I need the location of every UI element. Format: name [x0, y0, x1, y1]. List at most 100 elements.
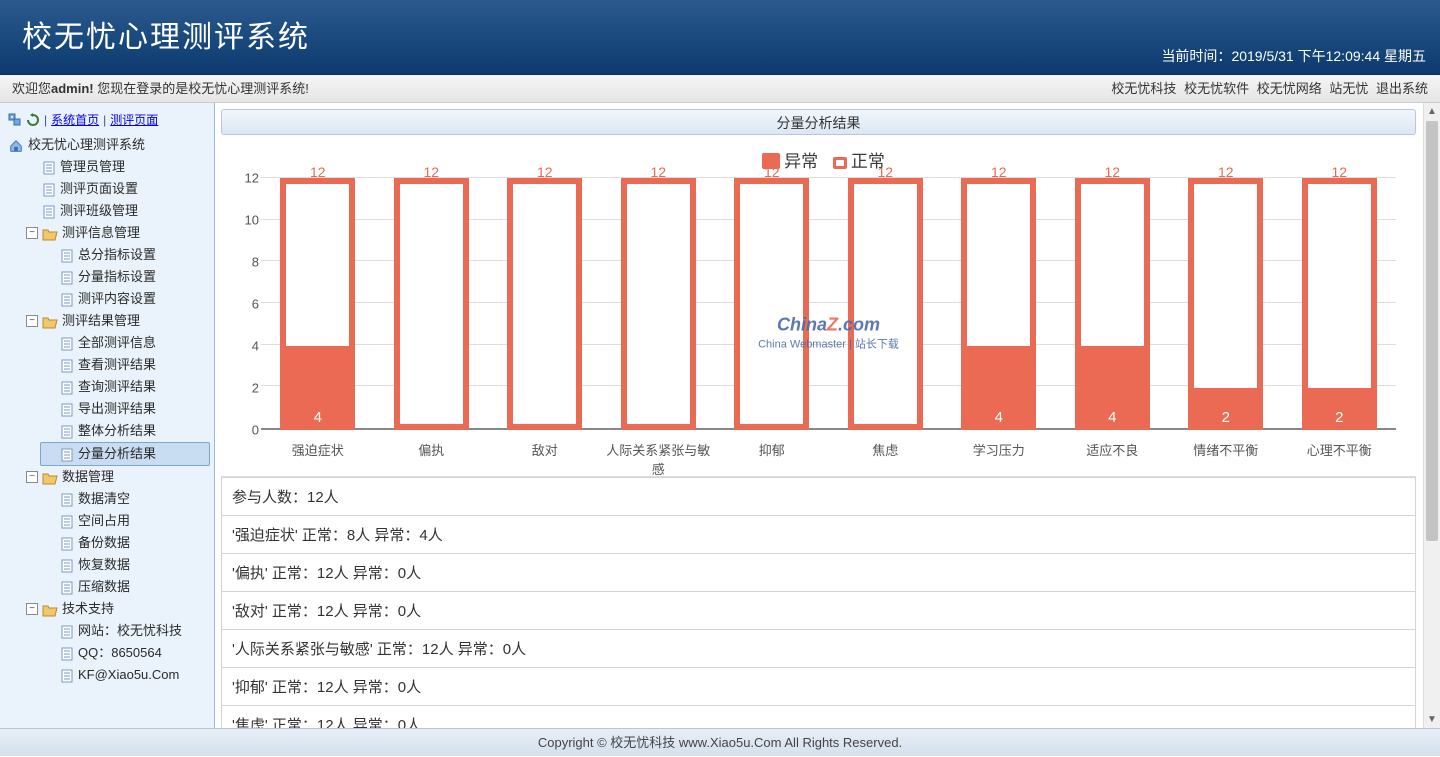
x-axis-label: 心理不平衡 [1283, 434, 1397, 458]
bar-total-label: 12 [400, 164, 463, 180]
subbar-link-3[interactable]: 站无忧 [1329, 81, 1368, 96]
tree-item[interactable]: 压缩数据 [40, 576, 210, 598]
link-system-home[interactable]: 系统首页 [51, 111, 99, 128]
tree-item[interactable]: 空间占用 [40, 510, 210, 532]
tree-root-node[interactable]: 校无忧心理测评系统 [4, 134, 210, 156]
page-icon [60, 380, 74, 394]
tree-item[interactable]: 测评班级管理 [22, 200, 210, 222]
tree-item[interactable]: 查询测评结果 [40, 376, 210, 398]
bar-total-label: 12 [740, 164, 803, 180]
tree-item[interactable]: 测评页面设置 [22, 178, 210, 200]
bar-slot: 122 [1169, 178, 1283, 430]
tree-folder[interactable]: −数据管理 [22, 466, 210, 488]
expander-icon[interactable]: − [26, 471, 38, 483]
bar-abnormal[interactable]: 2 [1302, 388, 1377, 430]
page-icon [60, 668, 74, 682]
main-content: 分量分析结果 异常 正常 024681012 12412121212121241… [215, 103, 1440, 728]
x-axis-label: 人际关系紧张与敏感 [602, 434, 716, 458]
refresh-icon[interactable] [26, 113, 40, 127]
bar-total[interactable]: 12 [507, 178, 582, 430]
page-icon [60, 358, 74, 372]
tree-folder[interactable]: −测评信息管理 [22, 222, 210, 244]
subbar-link-4[interactable]: 退出系统 [1376, 81, 1428, 96]
tree-item[interactable]: 查看测评结果 [40, 354, 210, 376]
tree-item[interactable]: 数据清空 [40, 488, 210, 510]
tree-item[interactable]: 分量分析结果 [40, 442, 210, 466]
tree-folder[interactable]: −测评结果管理 [22, 310, 210, 332]
x-axis-label: 强迫症状 [261, 434, 375, 458]
result-row: '强迫症状' 正常：8人 异常：4人 [221, 516, 1416, 554]
expander-icon[interactable]: − [26, 315, 38, 327]
bar-slot: 124 [261, 178, 375, 430]
result-row: '焦虑' 正常：12人 异常：0人 [221, 706, 1416, 728]
tree-folder[interactable]: −技术支持 [22, 598, 210, 620]
bar-total[interactable]: 12 [394, 178, 469, 430]
bar-slot: 12 [829, 178, 943, 430]
tree-item[interactable]: 备份数据 [40, 532, 210, 554]
y-tick-label: 2 [252, 381, 259, 396]
bar-total-label: 12 [1081, 164, 1144, 180]
expand-all-icon[interactable] [8, 113, 22, 127]
tree-item[interactable]: 整体分析结果 [40, 420, 210, 442]
subbar-link-1[interactable]: 校无忧软件 [1184, 81, 1249, 96]
tree-item[interactable]: 总分指标设置 [40, 244, 210, 266]
bar-slot: 124 [942, 178, 1056, 430]
bar-total-label: 12 [967, 164, 1030, 180]
page-icon [60, 402, 74, 416]
bar-total-label: 12 [1194, 164, 1257, 180]
tree-item[interactable]: 恢复数据 [40, 554, 210, 576]
folder-icon [42, 470, 58, 484]
bar-abnormal-label: 4 [961, 409, 1036, 426]
tree-item[interactable]: 管理员管理 [22, 156, 210, 178]
bar-slot: 124 [1056, 178, 1170, 430]
bar-abnormal[interactable]: 4 [961, 346, 1036, 430]
page-icon [60, 336, 74, 350]
y-tick-label: 10 [245, 213, 259, 228]
result-row: '敌对' 正常：12人 异常：0人 [221, 592, 1416, 630]
bar-slot: 122 [1283, 178, 1397, 430]
tree-item[interactable]: 测评内容设置 [40, 288, 210, 310]
page-icon [60, 447, 74, 461]
y-tick-label: 12 [245, 171, 259, 186]
bar-total[interactable]: 12 [848, 178, 923, 430]
bar-abnormal-label: 4 [1075, 409, 1150, 426]
subbar-links: 校无忧科技 校无忧软件 校无忧网络 站无忧 退出系统 [1107, 75, 1428, 102]
x-axis-label: 抑郁 [715, 434, 829, 458]
welcome-text: 欢迎您admin! 您现在登录的是校无忧心理测评系统! [12, 75, 309, 102]
vertical-scrollbar[interactable]: ▲ ▼ [1423, 103, 1440, 728]
page-icon [60, 558, 74, 572]
page-icon [60, 624, 74, 638]
subbar-link-2[interactable]: 校无忧网络 [1257, 81, 1322, 96]
subbar-link-0[interactable]: 校无忧科技 [1111, 81, 1176, 96]
result-row: '偏执' 正常：12人 异常：0人 [221, 554, 1416, 592]
expander-icon[interactable]: − [26, 603, 38, 615]
scroll-down-arrow[interactable]: ▼ [1424, 711, 1440, 728]
x-axis-label: 焦虑 [829, 434, 943, 458]
bar-total-label: 12 [513, 164, 576, 180]
tree-item[interactable]: 导出测评结果 [40, 398, 210, 420]
tree-item[interactable]: 全部测评信息 [40, 332, 210, 354]
tree-item[interactable]: 网站：校无忧科技 [40, 620, 210, 642]
sidebar-toolbar: | 系统首页 | 测评页面 [0, 107, 214, 134]
page-icon [60, 580, 74, 594]
x-axis-label: 适应不良 [1056, 434, 1170, 458]
page-icon [60, 248, 74, 262]
bar-total[interactable]: 12 [621, 178, 696, 430]
bar-abnormal[interactable]: 4 [1075, 346, 1150, 430]
x-axis-label: 学习压力 [942, 434, 1056, 458]
link-assessment-page[interactable]: 测评页面 [110, 111, 158, 128]
tree-item[interactable]: QQ：8650564 [40, 642, 210, 664]
scroll-up-arrow[interactable]: ▲ [1424, 103, 1440, 120]
panel-title: 分量分析结果 [221, 109, 1416, 135]
tree-item[interactable]: KF@Xiao5u.Com [40, 664, 210, 686]
x-axis-label: 情绪不平衡 [1169, 434, 1283, 458]
bar-total[interactable]: 12 [734, 178, 809, 430]
bar-abnormal[interactable]: 2 [1188, 388, 1263, 430]
tree-item[interactable]: 分量指标设置 [40, 266, 210, 288]
folder-icon [42, 314, 58, 328]
bar-abnormal-label: 2 [1302, 409, 1377, 426]
expander-icon[interactable]: − [26, 227, 38, 239]
scroll-thumb[interactable] [1426, 121, 1438, 541]
bar-slot: 12 [375, 178, 489, 430]
bar-abnormal[interactable]: 4 [280, 346, 355, 430]
